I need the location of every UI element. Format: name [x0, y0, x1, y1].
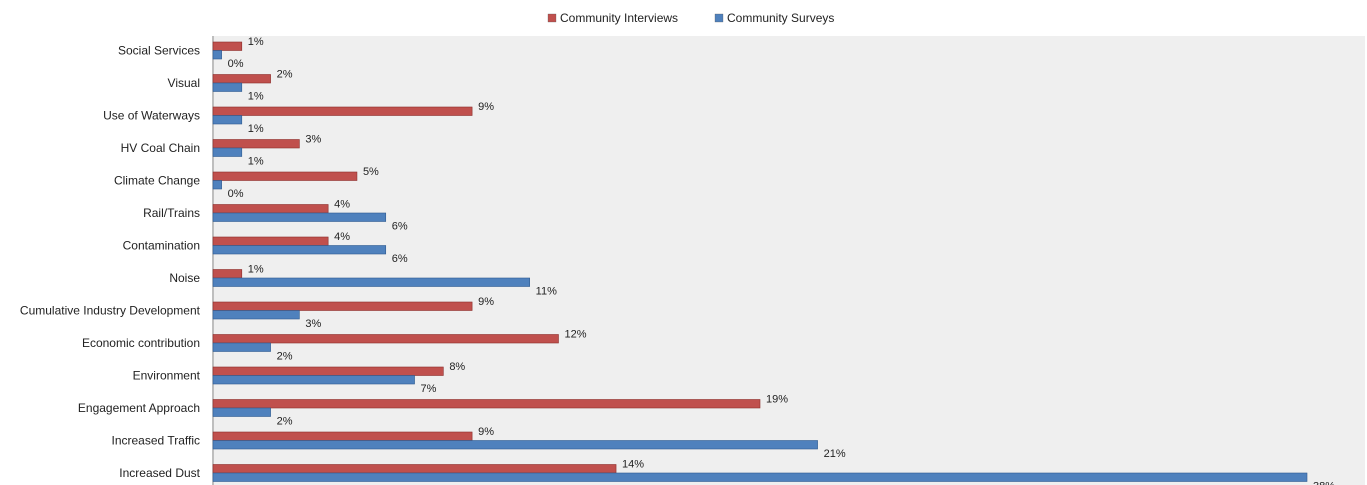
value-label-community-interviews-rail-trains: 4%	[334, 199, 350, 211]
category-label-noise: Noise	[169, 271, 200, 285]
value-label-community-surveys-social-services: 0%	[228, 58, 244, 70]
bar-community-surveys-rail-trains	[212, 212, 387, 222]
value-label-community-interviews-environment: 8%	[449, 361, 465, 373]
legend-label-community-surveys: Community Surveys	[727, 11, 834, 25]
bar-community-surveys-environment	[212, 375, 415, 385]
value-label-community-interviews-noise: 1%	[248, 264, 264, 276]
value-label-community-interviews-visual: 2%	[277, 69, 293, 81]
value-label-community-surveys-increased-traffic: 21%	[824, 448, 846, 460]
bar-community-interviews-noise	[212, 269, 243, 279]
bar-community-interviews-engagement-approach	[212, 399, 761, 409]
bars	[212, 41, 1308, 482]
bar-community-interviews-increased-traffic	[212, 431, 473, 441]
legend-label-community-interviews: Community Interviews	[560, 11, 678, 25]
bar-community-interviews-visual	[212, 74, 271, 84]
bar-community-surveys-use-of-waterways	[212, 115, 243, 125]
category-label-environment: Environment	[133, 369, 201, 383]
category-label-increased-dust: Increased Dust	[119, 466, 200, 480]
value-label-community-interviews-social-services: 1%	[248, 36, 264, 48]
bar-community-surveys-economic-contribution	[212, 342, 271, 352]
bar-community-interviews-contamination	[212, 236, 329, 246]
value-label-community-surveys-environment: 7%	[421, 383, 437, 395]
category-label-visual: Visual	[168, 76, 200, 90]
value-label-community-surveys-cumulative-industry-development: 3%	[305, 318, 321, 330]
value-label-community-surveys-engagement-approach: 2%	[277, 416, 293, 428]
plot-area	[212, 36, 1365, 485]
bar-community-surveys-increased-traffic	[212, 440, 818, 450]
value-label-community-interviews-increased-traffic: 9%	[478, 426, 494, 438]
category-label-hv-coal-chain: HV Coal Chain	[121, 141, 200, 155]
legend-swatch-community-surveys	[714, 13, 724, 23]
legend: Community Interviews Community Surveys	[547, 11, 834, 25]
bar-community-interviews-social-services	[212, 41, 243, 51]
bar-community-interviews-cumulative-industry-development	[212, 301, 473, 311]
category-label-contamination: Contamination	[123, 239, 200, 253]
category-label-economic-contribution: Economic contribution	[82, 336, 200, 350]
bar-community-interviews-economic-contribution	[212, 334, 559, 344]
value-label-community-interviews-economic-contribution: 12%	[564, 329, 586, 341]
value-label-community-interviews-cumulative-industry-development: 9%	[478, 296, 494, 308]
category-label-increased-traffic: Increased Traffic	[112, 434, 201, 448]
value-label-community-surveys-noise: 11%	[536, 286, 557, 298]
value-label-community-surveys-increased-dust: 38%	[1313, 481, 1335, 485]
value-label-community-surveys-climate-change: 0%	[228, 188, 244, 200]
bar-community-surveys-social-services	[212, 50, 222, 60]
bar-community-interviews-use-of-waterways	[212, 106, 473, 116]
category-label-engagement-approach: Engagement Approach	[78, 401, 200, 415]
value-label-community-interviews-contamination: 4%	[334, 231, 350, 243]
category-label-cumulative-industry-development: Cumulative Industry Development	[20, 304, 201, 318]
value-label-community-surveys-hv-coal-chain: 1%	[248, 156, 264, 168]
value-label-community-interviews-engagement-approach: 19%	[766, 394, 788, 406]
bar-community-surveys-contamination	[212, 245, 387, 255]
value-label-community-interviews-increased-dust: 14%	[622, 459, 644, 471]
bar-community-surveys-cumulative-industry-development	[212, 310, 300, 320]
value-label-community-surveys-use-of-waterways: 1%	[248, 123, 264, 135]
bar-community-surveys-visual	[212, 82, 243, 92]
category-label-social-services: Social Services	[118, 44, 200, 58]
bar-community-surveys-engagement-approach	[212, 407, 271, 417]
value-label-community-interviews-climate-change: 5%	[363, 166, 379, 178]
bar-community-interviews-rail-trains	[212, 204, 329, 214]
value-label-community-surveys-visual: 1%	[248, 91, 264, 103]
value-label-community-surveys-economic-contribution: 2%	[277, 351, 293, 363]
value-label-community-surveys-rail-trains: 6%	[392, 221, 408, 233]
legend-swatch-community-interviews	[547, 13, 557, 23]
category-label-use-of-waterways: Use of Waterways	[103, 109, 200, 123]
bar-community-surveys-hv-coal-chain	[212, 147, 243, 157]
value-label-community-surveys-contamination: 6%	[392, 253, 408, 265]
value-label-community-interviews-hv-coal-chain: 3%	[305, 134, 321, 146]
value-labels: 1% 0% 2% 1% 9% 1% 3% 1% 5% 0% 4% 6% 4% 6% 1% 11% 9% 3% 12%…	[228, 36, 1336, 485]
bar-community-interviews-increased-dust	[212, 464, 617, 474]
bar-community-surveys-noise	[212, 277, 530, 287]
bar-community-interviews-climate-change	[212, 171, 358, 181]
value-label-community-interviews-use-of-waterways: 9%	[478, 101, 494, 113]
category-label-rail-trains: Rail/Trains	[143, 206, 200, 220]
bar-community-surveys-increased-dust	[212, 472, 1308, 482]
bar-community-surveys-climate-change	[212, 180, 222, 190]
category-labels: Social Services Visual Use of Waterways HV …	[20, 44, 201, 481]
bar-community-interviews-environment	[212, 366, 444, 376]
category-label-climate-change: Climate Change	[114, 174, 200, 188]
bar-community-interviews-hv-coal-chain	[212, 139, 300, 149]
